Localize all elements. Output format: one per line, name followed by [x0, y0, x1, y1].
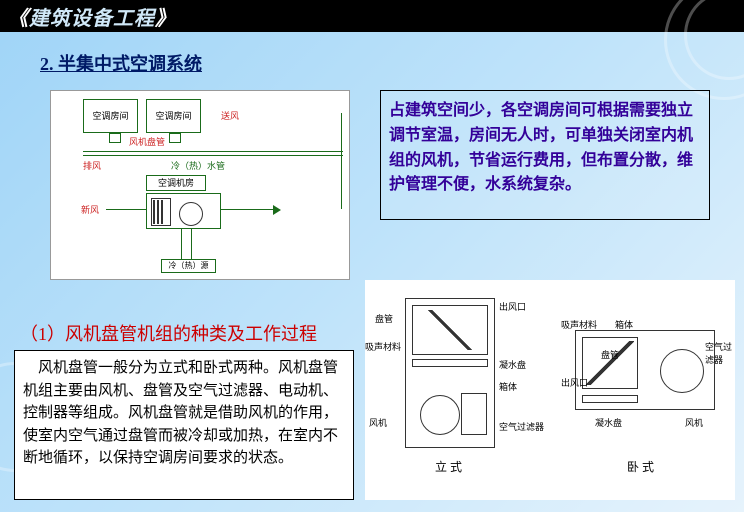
- explanation-box: 风机盘管一般分为立式和卧式两种。风机盘管机组主要由风机、盘管及空气过滤器、电动机…: [14, 350, 354, 500]
- system-schematic: 空调房间 空调房间 送风 风机盘管 排风 冷（热）水管 空调机房 新风 冷（热）…: [50, 90, 350, 280]
- label: 盘管: [601, 348, 619, 361]
- label: 风机: [369, 416, 387, 429]
- bracket-open: 《: [8, 2, 29, 31]
- label: 出风口: [499, 300, 526, 313]
- label-songfeng: 送风: [221, 109, 239, 122]
- label: 凝水盘: [595, 416, 622, 429]
- fcu-types-diagram: 盘管 吸声材料 风机 出风口 凝水盘 箱体 空气过滤器 立 式 吸声材料 箱体 …: [365, 280, 735, 500]
- caption-vertical: 立 式: [435, 458, 462, 475]
- label-xinfeng: 新风: [81, 203, 99, 216]
- arrow-icon: [273, 205, 281, 215]
- label: 空气过滤器: [499, 420, 544, 433]
- label: 凝水盘: [499, 358, 526, 371]
- horizontal-unit: [575, 330, 715, 410]
- caption-horizontal: 卧 式: [627, 458, 654, 475]
- room-box: 空调房间: [83, 99, 138, 133]
- titlebar: 《 建筑设备工程 》: [0, 0, 744, 32]
- label: 盘管: [375, 312, 393, 325]
- fcu-box: [109, 133, 121, 143]
- label: 空气过滤器: [705, 340, 735, 366]
- book-title: 建筑设备工程: [29, 2, 155, 31]
- label: 风机: [685, 416, 703, 429]
- label: 出风口: [561, 376, 588, 389]
- source-box: 冷（热）源: [161, 259, 216, 273]
- subsection-title: （1）风机盘管机组的种类及工作过程: [20, 320, 317, 346]
- vertical-unit: [405, 298, 495, 448]
- label-fcu: 风机盘管: [129, 135, 165, 148]
- label: 吸声材料: [365, 340, 401, 353]
- description-box: 占建筑空间少，各空调房间可根据需要独立调节室温，房间无人时，可单独关闭室内机组的…: [380, 90, 710, 220]
- fcu-box: [169, 133, 181, 143]
- label: 箱体: [499, 380, 517, 393]
- ahu-box: [146, 193, 221, 229]
- label-paifeng: 排风: [83, 159, 101, 172]
- section-title: 2. 半集中式空调系统: [40, 50, 202, 76]
- bracket-close: 》: [155, 2, 176, 31]
- label-pipe: 冷（热）水管: [171, 159, 225, 172]
- room-box: 空调房间: [146, 99, 201, 133]
- label: 吸声材料: [561, 318, 597, 331]
- label: 箱体: [615, 318, 633, 331]
- ahu-room-box: 空调机房: [146, 175, 206, 191]
